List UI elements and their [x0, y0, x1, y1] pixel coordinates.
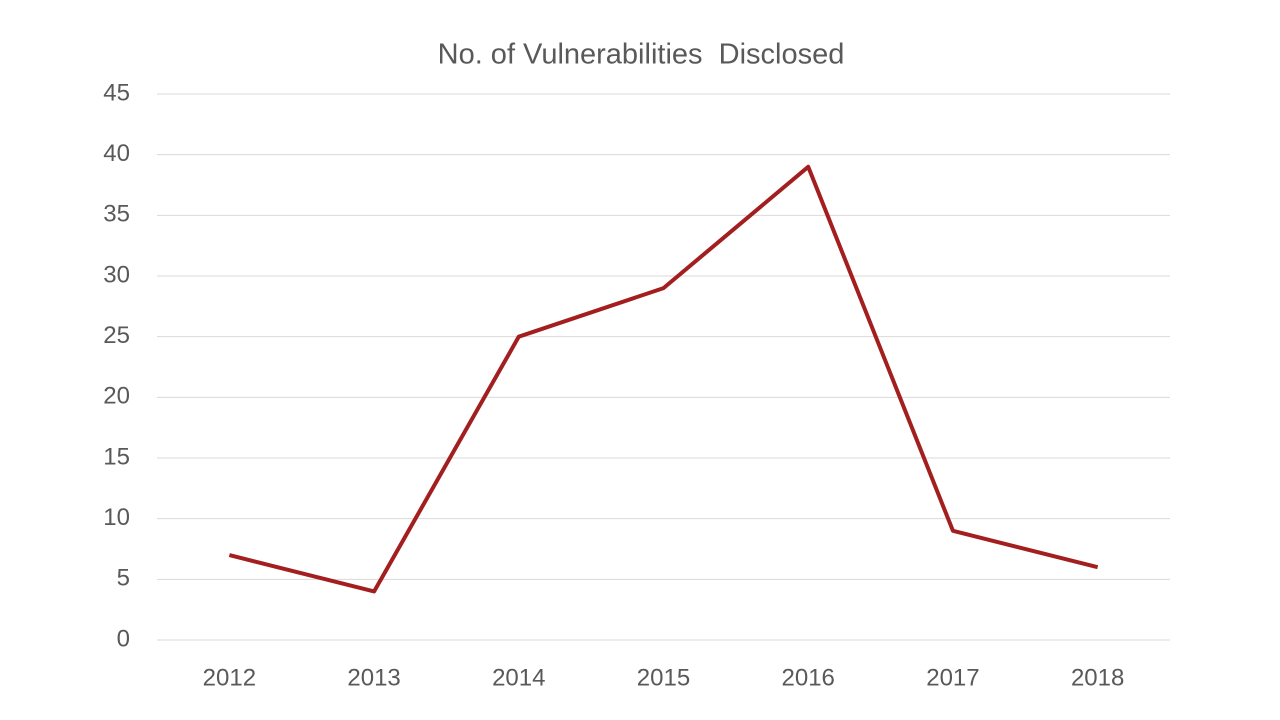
- data-line: [228, 164, 1099, 594]
- x-tick-label: 2013: [347, 664, 400, 691]
- y-tick-label: 0: [117, 625, 130, 652]
- y-tick-label: 10: [103, 504, 130, 531]
- x-tick-label: 2016: [782, 664, 835, 691]
- y-tick-label: 25: [103, 322, 130, 349]
- y-tick-label: 35: [103, 201, 130, 228]
- y-tick-label: 15: [103, 443, 130, 470]
- y-tick-label: 5: [117, 565, 130, 592]
- y-tick-label: 40: [103, 140, 130, 167]
- x-tick-label: 2014: [492, 664, 545, 691]
- x-tick-label: 2018: [1071, 664, 1124, 691]
- x-tick-label: 2015: [637, 664, 690, 691]
- y-tick-label: 30: [103, 261, 130, 288]
- y-tick-label: 45: [103, 79, 130, 106]
- x-tick-label: 2017: [926, 664, 979, 691]
- x-tick-label: 2012: [203, 664, 256, 691]
- y-tick-label: 20: [103, 383, 130, 410]
- chart-title: No. of Vulnerabilities Disclosed: [438, 39, 845, 71]
